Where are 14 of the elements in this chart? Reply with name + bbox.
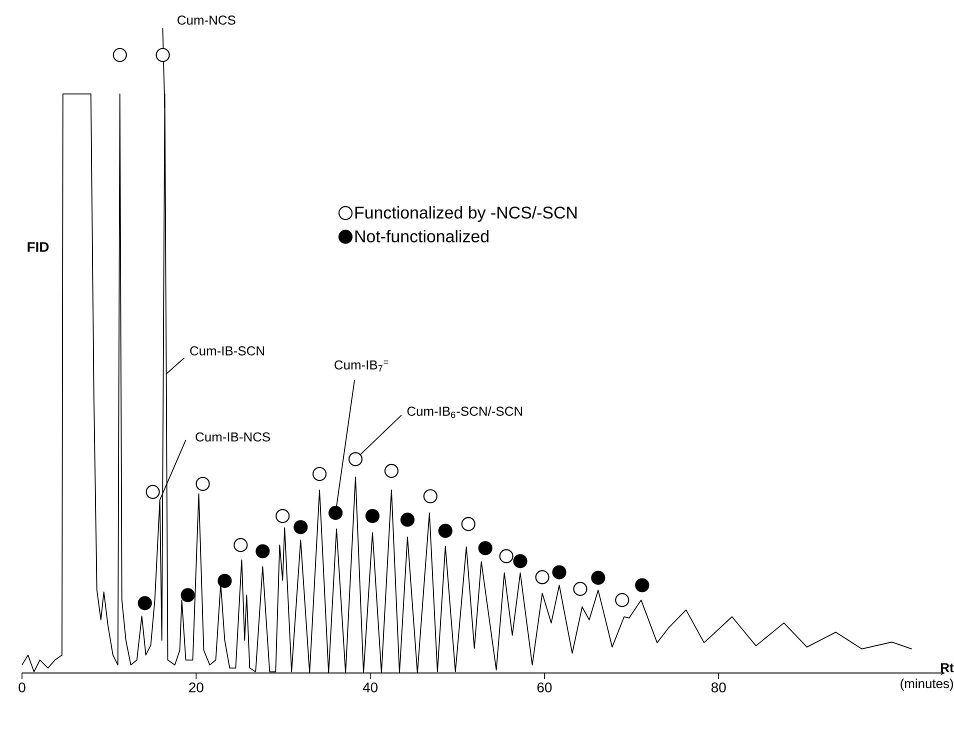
annotation: Cum-IB-SCN [190, 346, 264, 356]
annotation: Cum-IB-NCS [196, 432, 270, 442]
x-tick-label: 20 [189, 682, 204, 692]
annotation: Cum-NCS [178, 16, 236, 25]
x-tick-label: 60 [537, 682, 552, 692]
annotation: Cum-IB$_{6}$-SCN/-SCN [407, 406, 522, 418]
legend-label: Functionalized by -NCS/-SCN [355, 206, 577, 222]
x-tick-label: 0 [18, 682, 26, 692]
y-axis-title: FID [28, 242, 49, 252]
annotation: Cum-IB$_{7}$= [334, 360, 388, 372]
legend-label: Not-functionalized [355, 230, 488, 242]
x-tick-label: 40 [362, 682, 378, 692]
x-axis-title: Rt (minutes) [900, 663, 954, 691]
x-tick-label: 80 [711, 682, 726, 692]
